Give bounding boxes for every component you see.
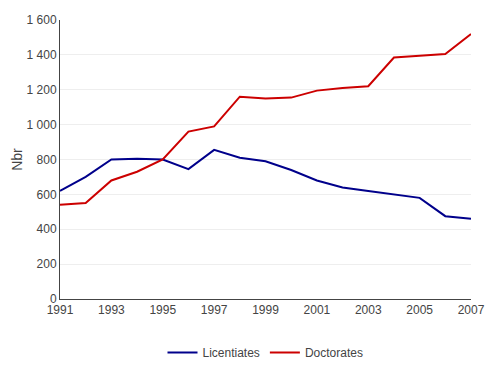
- svg-text:1991: 1991: [47, 303, 74, 317]
- svg-text:2003: 2003: [355, 303, 382, 317]
- svg-text:600: 600: [37, 188, 57, 202]
- svg-text:1 000: 1 000: [27, 118, 57, 132]
- svg-text:1 200: 1 200: [27, 83, 57, 97]
- svg-text:Doctorates: Doctorates: [305, 346, 363, 360]
- svg-text:2005: 2005: [406, 303, 433, 317]
- svg-text:400: 400: [37, 222, 57, 236]
- svg-text:1 600: 1 600: [27, 13, 57, 27]
- svg-text:2007: 2007: [458, 303, 485, 317]
- svg-text:1995: 1995: [149, 303, 176, 317]
- svg-text:1993: 1993: [98, 303, 125, 317]
- svg-text:200: 200: [37, 257, 57, 271]
- svg-text:800: 800: [37, 153, 57, 167]
- svg-text:2001: 2001: [304, 303, 331, 317]
- svg-text:1 400: 1 400: [27, 48, 57, 62]
- svg-text:Licentiates: Licentiates: [203, 346, 260, 360]
- svg-text:1999: 1999: [252, 303, 279, 317]
- svg-text:1997: 1997: [201, 303, 228, 317]
- svg-text:Nbr: Nbr: [9, 148, 25, 171]
- svg-text:0: 0: [50, 292, 57, 306]
